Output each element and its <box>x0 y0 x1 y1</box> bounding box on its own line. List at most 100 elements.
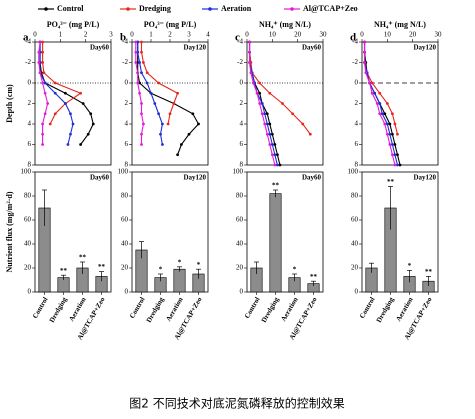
profile-point <box>41 40 44 44</box>
profile-point <box>142 61 145 64</box>
legend-label: Al@TCAP+Zeo <box>303 4 358 13</box>
x-tick-label: 20 <box>409 31 417 39</box>
profile-point <box>396 132 399 136</box>
profile-point <box>383 122 387 126</box>
y-axis-title: Nutrient flux (mg/m²·d) <box>5 191 14 272</box>
profile-point <box>140 143 143 146</box>
profile-point <box>69 132 72 136</box>
profile-point <box>43 91 47 95</box>
y-tick-label: 0 <box>28 79 32 87</box>
y-tick-label: 20 <box>24 264 32 272</box>
profile-point <box>278 163 282 167</box>
x-tick-label: 30 <box>320 31 328 39</box>
profile-point <box>145 81 149 85</box>
profile-point <box>268 122 272 126</box>
x-tick-label: 2 <box>84 31 88 39</box>
x-tick-label: 10 <box>384 31 392 39</box>
profile-point <box>370 91 374 95</box>
profile-point <box>260 102 264 105</box>
y-tick-label: 80 <box>351 192 359 200</box>
y-tick-label: 20 <box>236 264 244 272</box>
profile-point <box>273 143 277 146</box>
significance-label: ** <box>425 268 433 276</box>
profile-point <box>268 91 272 95</box>
significance-label: * <box>197 261 201 269</box>
profile-point <box>41 122 44 126</box>
y-tick-label: -2 <box>237 58 243 66</box>
profile-point <box>388 122 392 126</box>
profile-point <box>291 112 294 116</box>
y-tick-label: 80 <box>24 192 32 200</box>
profile-point <box>363 40 366 44</box>
profile-point <box>393 143 397 146</box>
y-tick-label: -4 <box>122 38 128 46</box>
y-tick-label: 0 <box>28 288 32 296</box>
y-tick-label: 60 <box>121 216 129 224</box>
day-label: Day120 <box>413 44 436 52</box>
y-tick-label: 6 <box>240 140 244 148</box>
x-tick-label: 0 <box>130 31 134 39</box>
profile-point <box>391 132 394 136</box>
x-tick-label: 1 <box>59 31 63 39</box>
profile-point <box>140 50 143 54</box>
profile-point <box>251 81 255 85</box>
profile-point <box>134 61 138 64</box>
plot-frame <box>246 171 324 293</box>
profile-point <box>281 102 284 105</box>
profile-point <box>53 112 57 116</box>
y-tick-label: 60 <box>24 216 32 224</box>
legend-marker <box>126 7 130 11</box>
y-tick-label: -2 <box>122 58 128 66</box>
day-label: Day60 <box>90 174 110 182</box>
profile-point <box>249 71 253 75</box>
profile-point <box>157 81 161 85</box>
profile-point <box>270 132 274 136</box>
x-tick-label: 2 <box>168 31 172 39</box>
profile-point <box>161 143 164 146</box>
plot-frame <box>34 171 112 293</box>
profile-point <box>142 122 145 126</box>
y-axis-title: Depth (cm) <box>5 84 14 123</box>
y-tick-label: 2 <box>28 99 32 107</box>
profile-point <box>64 91 67 95</box>
profile-point <box>37 50 41 54</box>
profile-point <box>138 91 142 95</box>
profile-point <box>378 112 382 116</box>
profile-point <box>157 112 161 116</box>
y-tick-label: 100 <box>21 168 32 176</box>
profile-point <box>134 50 138 54</box>
y-tick-label: 100 <box>233 168 244 176</box>
profile-point <box>166 122 170 126</box>
x-tick-label: 3 <box>187 31 191 39</box>
x-tick-label: 0 <box>33 31 37 39</box>
profile-point <box>260 112 264 116</box>
profile-point <box>378 91 382 95</box>
x-tick-label: 20 <box>294 31 302 39</box>
profile-point <box>393 163 397 167</box>
profile-point <box>248 50 251 54</box>
profile-point <box>71 122 75 126</box>
y-tick-label: 6 <box>125 140 129 148</box>
y-tick-label: 2 <box>240 99 244 107</box>
y-tick-label: 2 <box>355 99 359 107</box>
profile-point <box>385 132 389 136</box>
profile-point <box>388 132 392 136</box>
y-tick-label: 0 <box>125 79 129 87</box>
panel-label: a <box>23 32 29 44</box>
y-tick-label: 8 <box>240 161 244 169</box>
profile-point <box>43 81 47 85</box>
profile-point <box>53 91 57 95</box>
profile-point <box>41 50 44 54</box>
y-tick-label: -4 <box>25 38 31 46</box>
profile-point <box>38 71 42 75</box>
legend-marker <box>44 7 48 11</box>
profile-point <box>255 91 259 95</box>
legend-label: Aeration <box>221 4 252 13</box>
profile-point <box>378 102 382 105</box>
profile-point <box>383 112 387 116</box>
y-tick-label: 80 <box>121 192 129 200</box>
significance-label: * <box>159 266 163 274</box>
significance-label: * <box>293 266 297 274</box>
significance-label: * <box>178 258 182 266</box>
profile-point <box>268 132 272 136</box>
